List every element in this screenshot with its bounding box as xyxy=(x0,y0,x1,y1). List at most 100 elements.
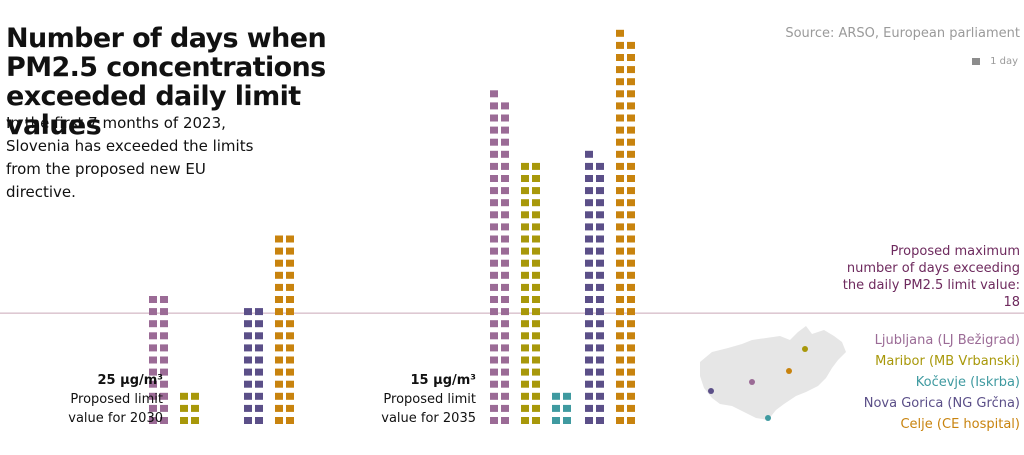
day-square xyxy=(521,356,529,364)
day-square xyxy=(521,296,529,303)
day-square xyxy=(616,320,624,328)
day-square xyxy=(627,211,635,219)
day-square xyxy=(532,404,540,412)
day-square xyxy=(585,344,593,352)
day-square xyxy=(521,235,529,243)
day-square xyxy=(501,356,509,364)
day-square xyxy=(616,211,624,219)
limit-value-2030: 25 μg/m³ xyxy=(97,373,163,388)
day-square xyxy=(286,320,294,328)
day-square xyxy=(596,223,604,231)
day-square xyxy=(160,356,168,364)
day-square xyxy=(490,320,498,328)
day-square xyxy=(532,199,540,207)
day-square xyxy=(490,114,498,122)
day-square xyxy=(490,308,498,316)
day-square xyxy=(552,417,560,424)
day-square xyxy=(616,199,624,207)
map-dot-ljubljana xyxy=(749,379,755,385)
bar-2-1 xyxy=(552,392,571,424)
legend-item-maribor: Maribor (MB Vrbanski) xyxy=(875,354,1020,369)
day-square xyxy=(627,320,635,328)
day-square xyxy=(255,380,263,388)
day-square xyxy=(286,271,294,279)
day-square xyxy=(532,235,540,243)
day-square xyxy=(501,332,509,340)
day-square xyxy=(501,223,509,231)
day-square xyxy=(616,296,624,303)
bar-1-0 xyxy=(180,392,199,424)
day-square xyxy=(275,308,283,316)
day-square xyxy=(585,259,593,267)
day-square xyxy=(286,259,294,267)
day-square xyxy=(532,271,540,279)
day-square xyxy=(596,380,604,388)
day-square xyxy=(490,199,498,207)
day-square xyxy=(160,296,168,303)
day-square xyxy=(585,320,593,328)
legend-item-ljubljana: Ljubljana (LJ Bežigrad) xyxy=(874,333,1020,348)
legend-item-kocevje: Kočevje (Iskrba) xyxy=(915,375,1020,390)
day-square xyxy=(627,247,635,255)
day-square xyxy=(532,344,540,352)
day-square xyxy=(180,404,188,412)
day-square xyxy=(275,380,283,388)
day-square xyxy=(501,320,509,328)
day-square xyxy=(160,344,168,352)
day-square xyxy=(596,356,604,364)
day-square xyxy=(149,368,157,376)
day-square xyxy=(501,175,509,182)
day-square xyxy=(501,126,509,134)
day-square xyxy=(532,247,540,255)
day-square xyxy=(616,187,624,195)
day-square xyxy=(627,223,635,231)
day-square xyxy=(244,417,252,424)
day-square xyxy=(616,150,624,158)
limit-label-2030: 25 μg/m³ Proposed limit value for 2030 xyxy=(0,371,163,428)
day-square xyxy=(627,271,635,279)
day-square xyxy=(275,392,283,400)
day-square xyxy=(275,332,283,340)
day-square xyxy=(532,368,540,376)
day-square xyxy=(286,283,294,291)
day-square xyxy=(275,320,283,328)
day-square xyxy=(149,392,157,400)
bar-4-0 xyxy=(275,235,294,424)
day-square xyxy=(521,211,529,219)
day-square xyxy=(532,211,540,219)
day-square xyxy=(627,283,635,291)
day-square xyxy=(244,332,252,340)
day-square xyxy=(275,404,283,412)
day-square xyxy=(616,247,624,255)
threshold-note: Proposed maximum number of days exceedin… xyxy=(842,244,1020,310)
day-square xyxy=(596,271,604,279)
day-square xyxy=(275,296,283,303)
day-square xyxy=(616,332,624,340)
day-square xyxy=(563,417,571,424)
day-square xyxy=(490,271,498,279)
day-square xyxy=(191,417,199,424)
day-square xyxy=(490,380,498,388)
day-square xyxy=(627,66,635,74)
day-square xyxy=(627,368,635,376)
day-square xyxy=(627,199,635,207)
day-square xyxy=(616,114,624,122)
day-square xyxy=(244,308,252,316)
unit-legend-label: 1 day xyxy=(990,56,1018,67)
day-square xyxy=(596,308,604,316)
day-square xyxy=(490,150,498,158)
day-square xyxy=(191,404,199,412)
day-square xyxy=(160,380,168,388)
day-square xyxy=(501,417,509,424)
day-square xyxy=(552,392,560,400)
day-square xyxy=(596,175,604,182)
day-square xyxy=(585,308,593,316)
day-square xyxy=(275,259,283,267)
day-square xyxy=(532,320,540,328)
day-square xyxy=(585,356,593,364)
day-square xyxy=(585,271,593,279)
day-square xyxy=(490,247,498,255)
day-square xyxy=(160,308,168,316)
day-square xyxy=(286,368,294,376)
day-square xyxy=(490,392,498,400)
